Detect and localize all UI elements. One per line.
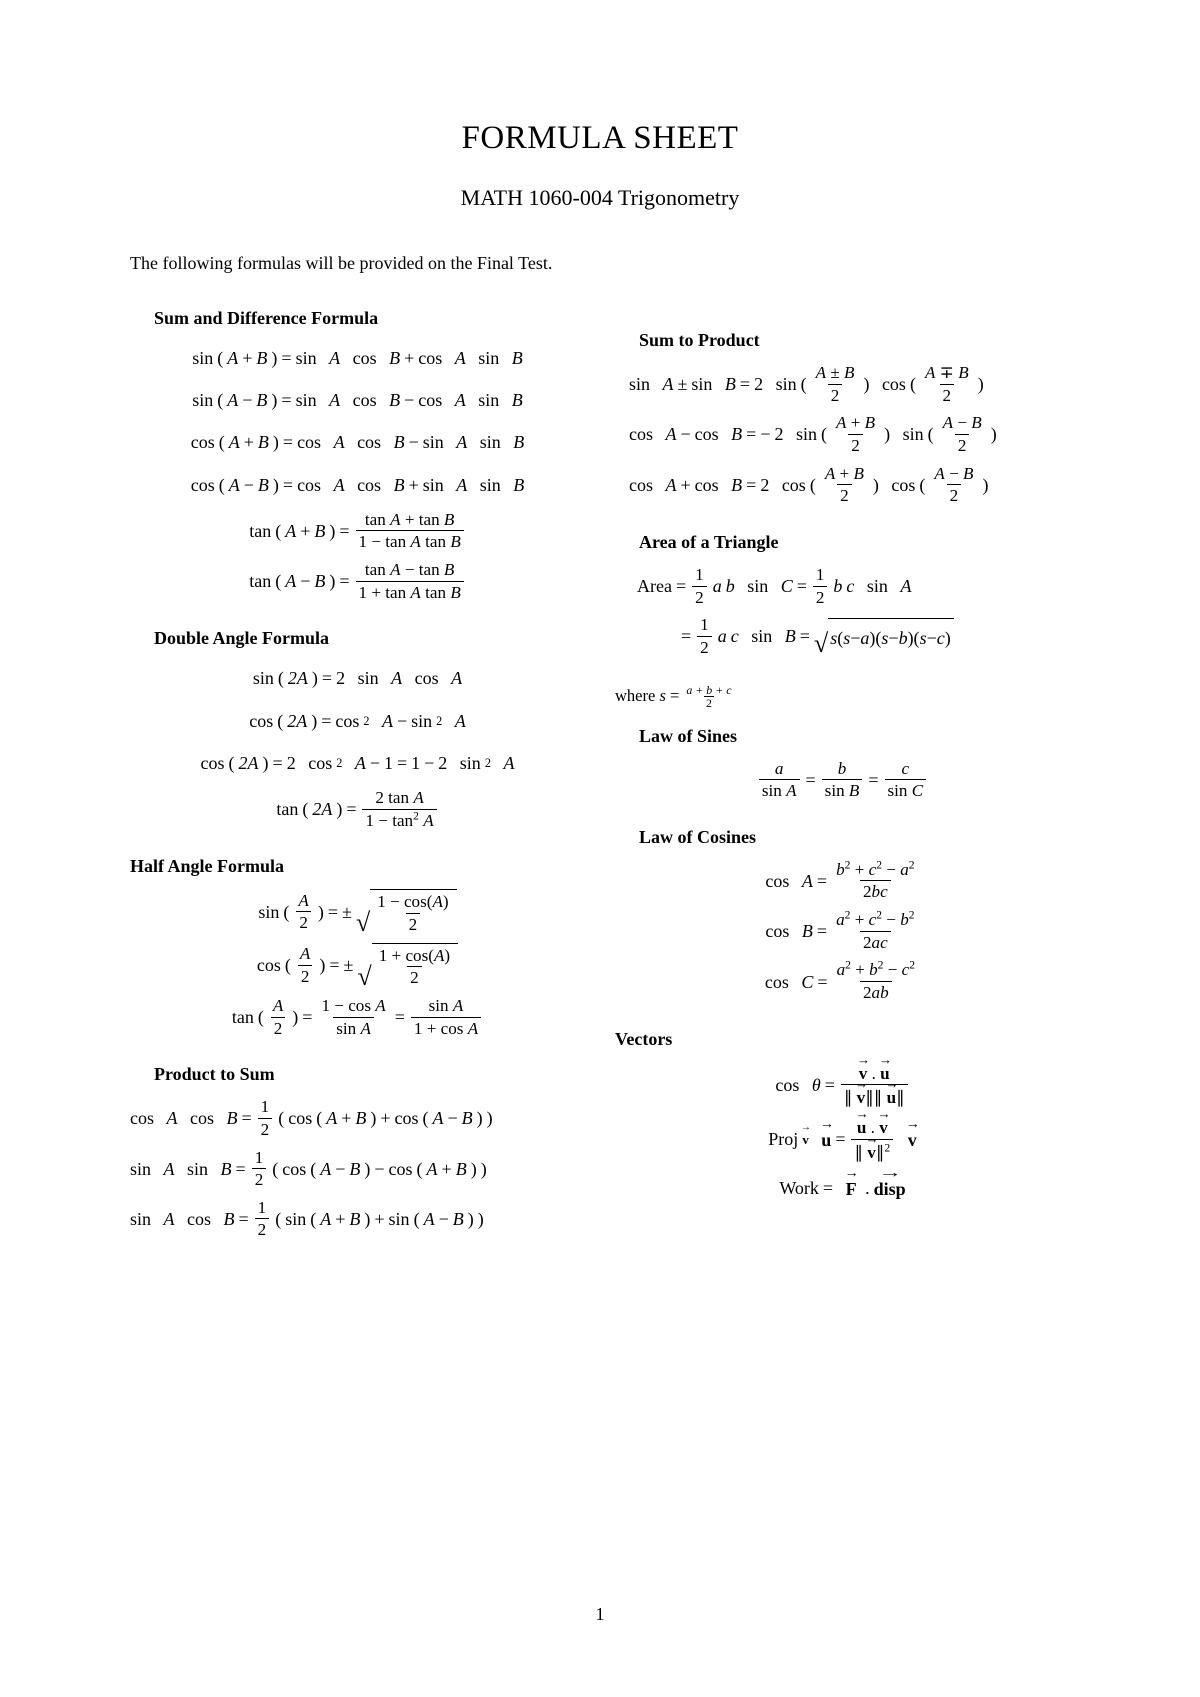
formulas-double: sin(2A) = 2 sin A cos A cos(2A) = cos2 A… xyxy=(130,661,585,830)
section-sumdiff-heading: Sum and Difference Formula xyxy=(130,308,585,329)
page-number: 1 xyxy=(596,1604,605,1625)
section-locos-heading: Law of Cosines xyxy=(615,827,1070,848)
area-where-note: where s = a + b + c2 xyxy=(615,684,1070,710)
left-column: Sum and Difference Formula sin(A + B) = … xyxy=(130,302,585,1266)
page-title: FORMULA SHEET xyxy=(130,120,1070,157)
section-losines-heading: Law of Sines xyxy=(615,726,1070,747)
section-vectors-heading: Vectors xyxy=(615,1029,1070,1050)
formulas-sumdiff: sin(A + B) = sin A cos B + cos A sin B s… xyxy=(130,341,585,602)
section-half-heading: Half Angle Formula xyxy=(130,856,585,877)
formulas-p2s: cos A cos B = 12(cos(A + B) + cos(A − B)… xyxy=(130,1097,585,1240)
content-columns: Sum and Difference Formula sin(A + B) = … xyxy=(130,302,1070,1266)
intro-text: The following formulas will be provided … xyxy=(130,253,1070,274)
right-column: Sum to Product sin A ± sin B = 2 sin(A ±… xyxy=(615,302,1070,1266)
formulas-locos: cos A = b2 + c2 − a22bc cos B = a2 + c2 … xyxy=(615,860,1070,1003)
section-p2s-heading: Product to Sum xyxy=(130,1064,585,1085)
formulas-s2p: sin A ± sin B = 2 sin(A ± B2) cos(A ∓ B2… xyxy=(615,363,1070,506)
section-double-heading: Double Angle Formula xyxy=(130,628,585,649)
formulas-half: sin(A2) = ±√1 − cos(A)2 cos(A2) = ±√1 + … xyxy=(130,889,585,1038)
formulas-vectors: cos θ = v . u∥ v∥∥ u∥ Projv u = u . v∥ v… xyxy=(615,1062,1070,1207)
formulas-area: Area = 12ab sin C = 12bc sin A = 12ac si… xyxy=(615,565,1070,658)
page-subtitle: MATH 1060-004 Trigonometry xyxy=(130,185,1070,211)
section-s2p-heading: Sum to Product xyxy=(615,330,1070,351)
formulas-losines: asin A = bsin B = csin C xyxy=(615,759,1070,801)
section-area-heading: Area of a Triangle xyxy=(615,532,1070,553)
